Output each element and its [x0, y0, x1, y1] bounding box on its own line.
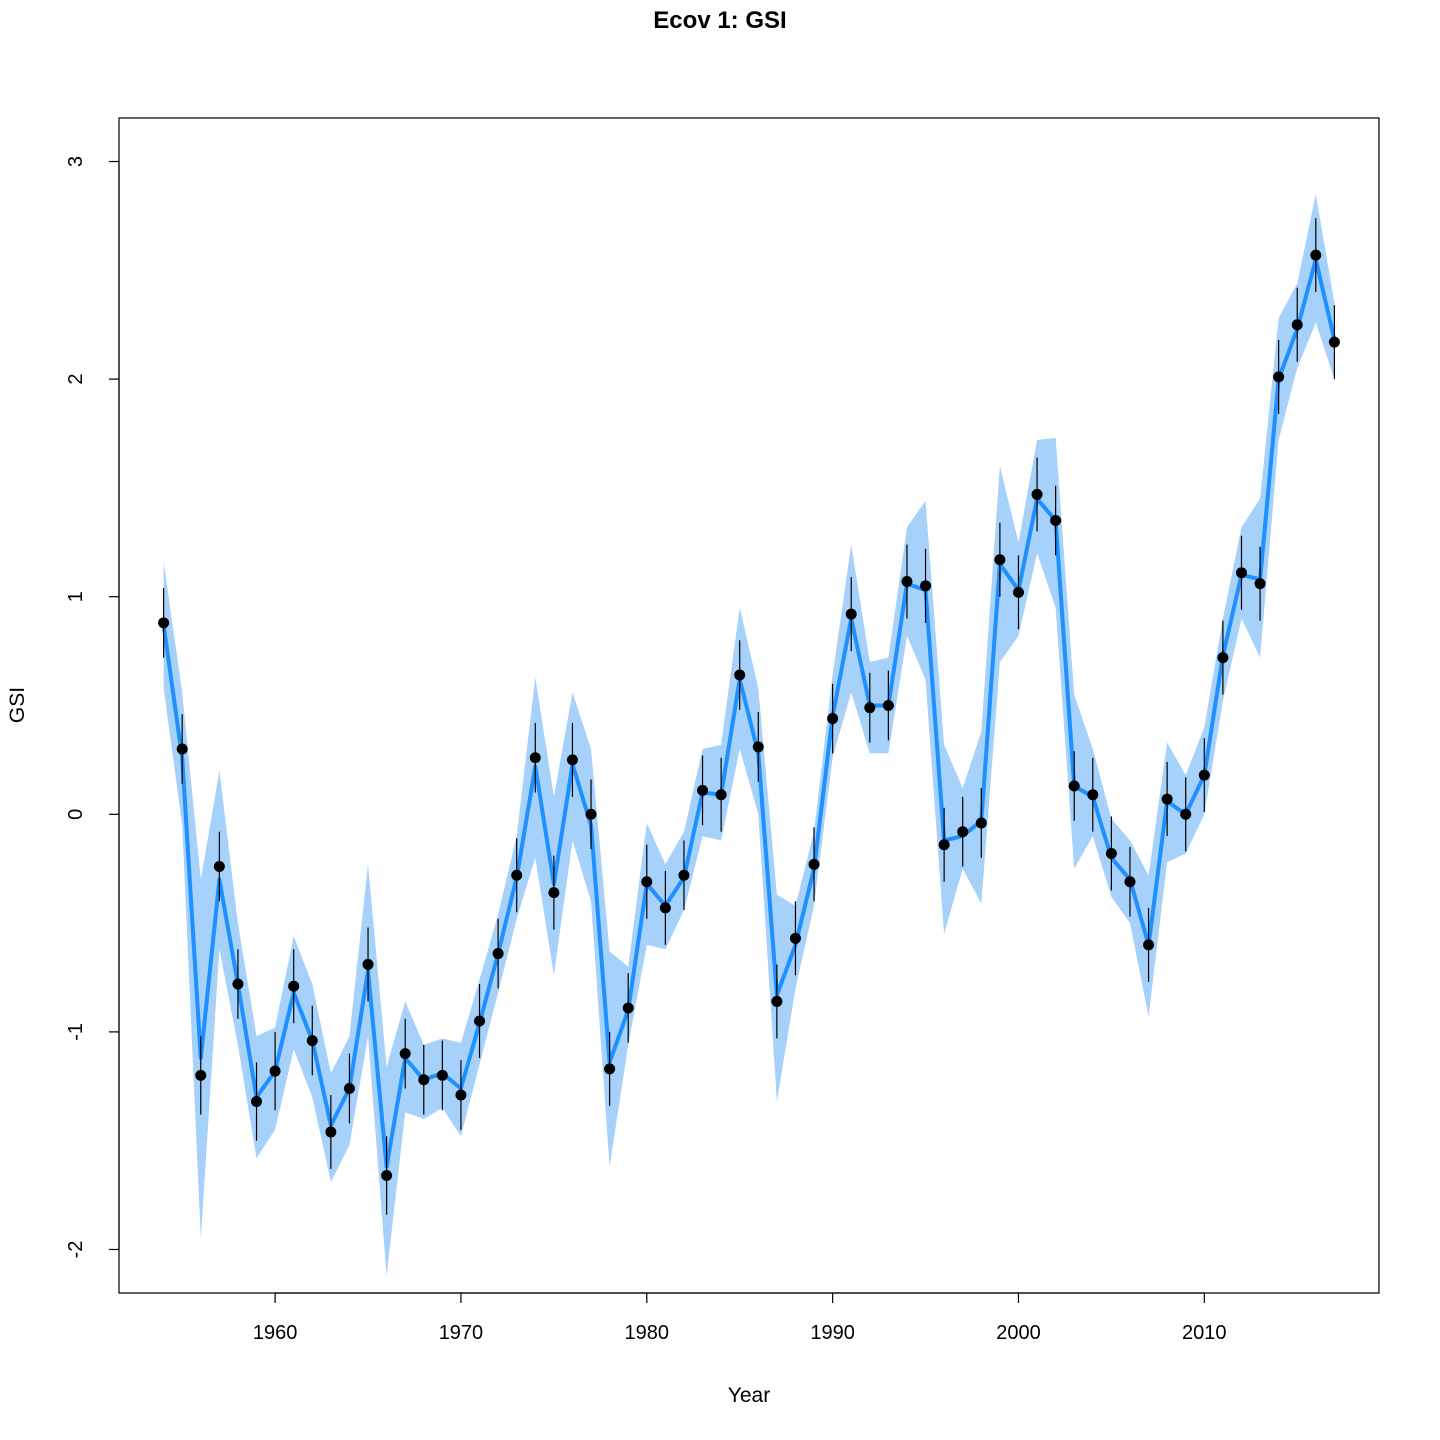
- data-point-1998: [975, 817, 987, 829]
- x-tick-label-1970: 1970: [439, 1322, 484, 1344]
- series-line-layer: [161, 257, 1337, 1169]
- data-point-1994: [901, 575, 913, 587]
- data-point-2013: [1254, 578, 1266, 590]
- data-point-1995: [920, 580, 932, 592]
- data-point-1992: [864, 702, 876, 714]
- y-tick-label-1: 1: [65, 591, 87, 602]
- data-point-2007: [1143, 939, 1155, 951]
- data-point-1983: [697, 784, 709, 796]
- data-point-2010: [1198, 769, 1210, 781]
- data-point-1966: [381, 1170, 393, 1181]
- data-point-1958: [232, 978, 244, 990]
- data-point-2003: [1068, 780, 1080, 792]
- data-point-2005: [1105, 847, 1117, 859]
- data-point-1975: [548, 887, 560, 899]
- series-line: [161, 257, 1337, 1169]
- data-point-1968: [418, 1074, 430, 1086]
- data-point-1955: [176, 743, 188, 755]
- data-point-1991: [845, 608, 857, 620]
- x-tick-label-1990: 1990: [810, 1322, 855, 1344]
- data-point-1996: [938, 839, 950, 851]
- x-axis: 1960 1970 1980 1990 2000 2010: [253, 1292, 1227, 1344]
- data-point-1973: [511, 869, 523, 881]
- data-point-1969: [436, 1069, 448, 1081]
- data-point-1980: [641, 876, 653, 888]
- confidence-band: [163, 194, 1335, 1276]
- data-point-1971: [474, 1015, 486, 1027]
- data-point-2001: [1031, 488, 1043, 500]
- data-point-1972: [492, 948, 504, 960]
- data-point-1977: [585, 808, 597, 820]
- data-point-1963: [325, 1126, 337, 1138]
- data-point-1978: [604, 1063, 616, 1075]
- data-point-1967: [399, 1048, 411, 1060]
- y-tick-label-3: 3: [65, 156, 87, 167]
- x-tick-label-1980: 1980: [625, 1322, 670, 1344]
- chart-title: Ecov 1: GSI: [653, 7, 786, 34]
- data-point-1993: [882, 700, 894, 711]
- data-point-1974: [529, 752, 541, 764]
- y-tick-label-2: 2: [65, 374, 87, 385]
- data-point-1956: [195, 1069, 207, 1081]
- y-tick-label--2: -2: [65, 1241, 87, 1259]
- y-tick-label--1: -1: [65, 1023, 87, 1041]
- x-tick-label-2010: 2010: [1182, 1322, 1227, 1344]
- data-point-1965: [362, 958, 374, 970]
- data-point-2000: [1012, 586, 1024, 598]
- data-point-2008: [1161, 793, 1173, 805]
- data-point-1979: [622, 1002, 634, 1014]
- data-point-2004: [1087, 789, 1099, 801]
- data-point-2016: [1310, 249, 1322, 261]
- data-point-1957: [213, 861, 225, 873]
- data-point-2009: [1180, 808, 1192, 820]
- point-layer: [158, 249, 1340, 1181]
- data-point-2011: [1217, 652, 1229, 664]
- x-axis-label: Year: [728, 1384, 770, 1407]
- data-point-1976: [566, 754, 578, 766]
- data-point-2006: [1124, 876, 1136, 888]
- data-point-2015: [1291, 319, 1303, 331]
- y-axis: -2 -1 0 1 2 3: [65, 156, 120, 1259]
- data-point-2017: [1328, 336, 1340, 348]
- data-point-1962: [306, 1035, 318, 1047]
- data-point-1961: [288, 980, 300, 992]
- data-point-1984: [715, 789, 727, 801]
- data-point-1999: [994, 554, 1006, 566]
- data-point-1985: [734, 669, 746, 681]
- data-point-1990: [827, 713, 839, 725]
- data-point-1970: [455, 1089, 467, 1101]
- data-point-1982: [678, 869, 690, 881]
- data-point-2014: [1273, 371, 1285, 383]
- y-tick-label-0: 0: [65, 809, 87, 820]
- data-point-1989: [808, 858, 820, 870]
- data-point-1960: [269, 1065, 281, 1077]
- data-point-2012: [1235, 567, 1247, 579]
- data-point-2002: [1050, 515, 1062, 527]
- x-tick-label-1960: 1960: [253, 1322, 298, 1344]
- data-point-1987: [771, 995, 783, 1007]
- data-point-1981: [659, 902, 671, 914]
- data-point-1954: [158, 617, 170, 629]
- data-point-1959: [251, 1096, 263, 1108]
- data-point-1997: [957, 826, 969, 838]
- data-point-1986: [752, 741, 764, 753]
- y-axis-label: GSI: [6, 687, 29, 723]
- data-point-1988: [789, 932, 801, 944]
- data-point-1964: [343, 1082, 355, 1094]
- x-tick-label-2000: 2000: [996, 1322, 1041, 1344]
- confidence-band-layer: [163, 194, 1335, 1276]
